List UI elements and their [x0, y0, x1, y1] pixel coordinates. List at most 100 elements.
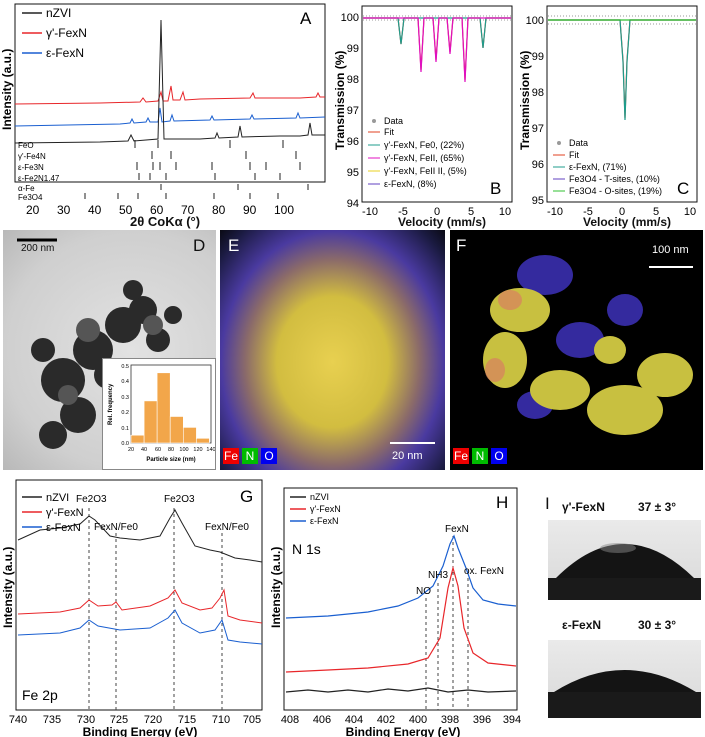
svg-text:40: 40 [141, 447, 147, 453]
svg-text:20: 20 [26, 203, 40, 215]
panel-i-top-angle: 37 ± 3° [638, 500, 677, 514]
panel-b-yticks: 100 99 98 97 96 95 94 [341, 12, 359, 210]
svg-text:γ'-FexN, Fe0, (22%): γ'-FexN, Fe0, (22%) [384, 140, 464, 150]
svg-text:γ'-FexN: γ'-FexN [46, 507, 84, 519]
panel-h-label: H [496, 493, 508, 512]
panel-a-legend-gamma: γ'-FexN [46, 26, 87, 40]
svg-text:Data: Data [569, 138, 588, 148]
panel-g-ylabel: Intensity (a.u.) [1, 547, 15, 628]
panel-h-guides [425, 536, 469, 710]
svg-text:0.0: 0.0 [121, 441, 129, 447]
panel-f-label: F [456, 236, 467, 255]
svg-text:98: 98 [532, 87, 544, 99]
panel-i-label: I [545, 494, 550, 513]
svg-text:Fe2O3: Fe2O3 [76, 494, 107, 505]
svg-text:20: 20 [128, 447, 134, 453]
panel-a-reference-sticks [84, 140, 309, 199]
svg-text:-5: -5 [583, 206, 593, 218]
panel-i-top-sample: γ'-FexN [562, 500, 605, 514]
svg-text:Fe3O4 - O-sites, (19%): Fe3O4 - O-sites, (19%) [569, 186, 662, 196]
svg-text:nZVI: nZVI [310, 492, 329, 502]
panel-g-legend: nZVI γ'-FexN ε-FexN [22, 492, 84, 534]
panel-a-trace-gamma [14, 85, 325, 105]
svg-text:0: 0 [619, 206, 625, 218]
svg-text:Data: Data [384, 116, 403, 126]
svg-text:140: 140 [206, 447, 215, 453]
panel-f-chip-n: N [472, 448, 488, 464]
panel-g-guides [88, 508, 223, 710]
svg-text:95: 95 [347, 167, 359, 179]
svg-text:100: 100 [179, 447, 188, 453]
svg-text:98: 98 [347, 74, 359, 86]
svg-text:0.3: 0.3 [121, 395, 129, 401]
svg-text:60: 60 [150, 203, 164, 215]
histogram-bar [156, 372, 171, 444]
panel-a-trace-eps [14, 107, 326, 127]
svg-text:NO: NO [416, 586, 431, 597]
panel-a-ylabel: Intensity (a.u.) [0, 49, 14, 130]
panel-e-chip-o: O [261, 448, 277, 464]
svg-text:FexN/Fe0: FexN/Fe0 [205, 522, 249, 533]
svg-text:60: 60 [155, 447, 161, 453]
panel-i-contact-angle: I γ'-FexN 37 ± 3° ε-FexN 30 ± 3° [530, 480, 703, 735]
panel-i-bottom-image [548, 640, 701, 718]
svg-text:ε-FexN: ε-FexN [46, 522, 81, 534]
histogram-bar [196, 438, 210, 444]
panel-h-ylabel: Intensity (a.u.) [269, 547, 283, 628]
panel-c-mossbauer: 100 99 98 97 96 95 -10 -5 0 5 10 Data Fi… [518, 5, 698, 218]
panel-a-reference-labels: FeO γ'-Fe4N ε-Fe3N ε-Fe2N1.47 α-Fe Fe3O4 [18, 141, 60, 202]
panel-g-xticks: 740 735 730 725 720 715 710 705 [9, 714, 261, 726]
svg-text:730: 730 [77, 714, 95, 726]
panel-d-label: D [193, 236, 206, 255]
panel-c-label: C [677, 179, 689, 198]
panel-g-xps-fe2p: nZVI γ'-FexN ε-FexN Fe2O3 Fe2O3 FexN/Fe0… [1, 479, 263, 737]
panel-a-legend-nzvi: nZVI [46, 6, 71, 20]
svg-text:400: 400 [409, 714, 427, 726]
svg-text:80: 80 [168, 447, 174, 453]
svg-text:5: 5 [468, 206, 474, 218]
panel-b-gamma-fe2 [363, 17, 511, 83]
panel-g-xlabel: Binding Energy (eV) [83, 725, 198, 737]
panel-a-trace-nzvi [14, 19, 325, 144]
panel-c-ylabel: Transmission (%) [518, 51, 532, 150]
svg-text:100: 100 [274, 203, 294, 215]
panel-i-bottom-sample: ε-FexN [562, 618, 602, 632]
ref-gamma: γ'-Fe4N [18, 152, 46, 161]
svg-text:Fit: Fit [384, 127, 394, 137]
panel-f-scale-label: 100 nm [652, 244, 689, 256]
svg-text:Fe3O4 - T-sites, (10%): Fe3O4 - T-sites, (10%) [569, 174, 660, 184]
inset-yticks: 0.5 0.4 0.3 0.2 0.1 0.0 [121, 364, 129, 447]
panel-c-fit [548, 19, 696, 119]
svg-text:γ'-FexN, FeII II, (5%): γ'-FexN, FeII II, (5%) [384, 166, 467, 176]
svg-text:408: 408 [281, 714, 299, 726]
svg-text:Fit: Fit [569, 150, 579, 160]
svg-text:100: 100 [341, 12, 359, 24]
panel-g-trace-nzvi [17, 509, 263, 563]
svg-text:398: 398 [441, 714, 459, 726]
panel-c-yticks: 100 99 98 97 96 95 [526, 15, 544, 207]
ref-feo: FeO [18, 141, 34, 150]
svg-text:0.1: 0.1 [121, 426, 129, 432]
svg-text:100: 100 [526, 15, 544, 27]
panel-e-chip-n: N [242, 448, 258, 464]
panel-g-region: Fe 2p [22, 687, 58, 703]
svg-text:96: 96 [532, 159, 544, 171]
svg-text:705: 705 [243, 714, 261, 726]
svg-text:γ'-FexN, FeII, (65%): γ'-FexN, FeII, (65%) [384, 153, 464, 163]
svg-text:nZVI: nZVI [46, 492, 69, 504]
panel-i-bottom-angle: 30 ± 3° [638, 618, 677, 632]
svg-text:ε-FexN, (71%): ε-FexN, (71%) [569, 162, 627, 172]
svg-text:-10: -10 [547, 206, 563, 218]
svg-text:90: 90 [243, 203, 257, 215]
svg-text:394: 394 [503, 714, 521, 726]
ref-fe3o4: Fe3O4 [18, 193, 43, 202]
panel-a-axes [14, 3, 326, 183]
svg-text:40: 40 [88, 203, 102, 215]
panel-h-xlabel: Binding Energy (eV) [346, 725, 461, 737]
svg-text:-5: -5 [398, 206, 408, 218]
ref-eps3n: ε-Fe3N [18, 163, 44, 172]
svg-text:95: 95 [532, 195, 544, 207]
panel-h-trace-nzvi [285, 687, 517, 693]
panel-h-trace-eps [285, 534, 517, 619]
svg-text:0.4: 0.4 [121, 379, 129, 385]
